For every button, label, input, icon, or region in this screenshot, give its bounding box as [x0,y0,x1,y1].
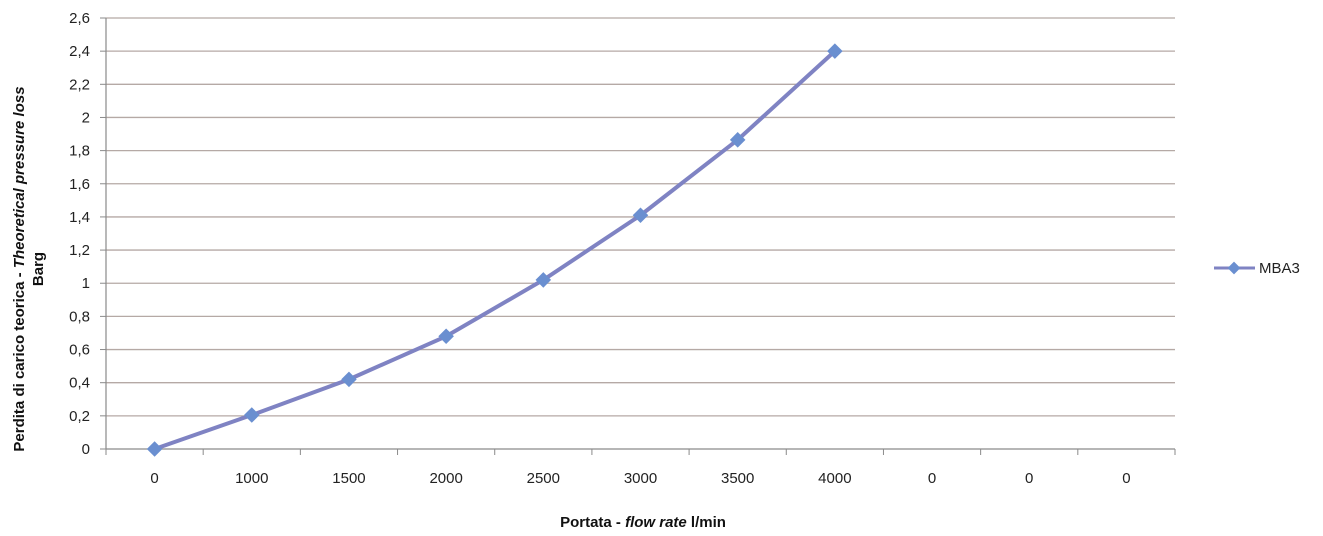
data-point-marker [729,132,746,148]
y-tick-label: 0,4 [69,375,90,392]
y-axis-ticks: 0 0,2 0,4 0,6 0,8 1 1,2 1,4 1,6 1,8 2 2,2 2,4 2,6 [69,10,106,458]
y-tick-label: 1,2 [69,242,90,259]
y-tick-label: 1,8 [69,143,90,160]
x-axis-title: Portata - flow rate l/min [560,514,726,531]
data-point-marker [341,371,357,388]
y-tick-label: 1,6 [69,176,90,193]
data-point-marker [632,207,649,224]
x-tick-label: 0 [1025,470,1033,487]
x-tick-label: 2000 [429,470,462,487]
y-tick-label: 2,2 [69,76,90,93]
x-axis-ticks: 0 1000 1500 2000 2500 3000 3500 4000 0 0 0 [105,449,1176,487]
y-tick-label: 2,6 [69,10,90,27]
x-tick-label: 0 [150,470,158,487]
y-tick-label: 0,6 [69,342,90,359]
x-tick-label: 3500 [721,470,754,487]
y-tick-label: 1,4 [69,209,90,226]
axes [105,18,1175,450]
legend-marker [1227,261,1241,275]
x-tick-label: 2500 [527,470,560,487]
gridlines [106,17,1175,417]
series-line [153,49,837,451]
x-tick-label: 0 [928,470,936,487]
legend-label-mba3: MBA3 [1259,260,1300,277]
y-axis-unit: Barg [30,252,47,286]
y-tick-label: 0,8 [69,308,90,325]
y-tick-label: 2,4 [69,43,90,60]
y-tick-label: 2 [82,109,90,126]
x-tick-label: 1000 [235,470,268,487]
y-tick-label: 1 [82,275,90,292]
chart-title-clipped [250,0,1100,4]
y-tick-label: 0,2 [69,408,90,425]
legend: MBA3 [1214,260,1300,277]
x-tick-label: 0 [1122,470,1130,487]
y-tick-label: 0 [82,441,90,458]
x-tick-label: 1500 [332,470,365,487]
y-axis-title: Perdita di carico teorica - Theoretical … [11,86,28,451]
x-tick-label: 3000 [624,470,657,487]
data-point-marker [243,407,260,423]
x-tick-label: 4000 [818,470,851,487]
data-point-marker [146,441,163,457]
